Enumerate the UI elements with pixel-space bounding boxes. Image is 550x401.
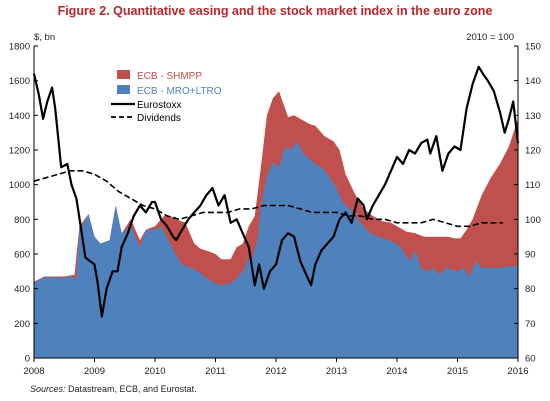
x-tick-label: 2011 <box>205 366 225 377</box>
chart-title: Figure 2. Quantitative easing and the st… <box>57 4 493 18</box>
y-left-tick-label: 1200 <box>9 146 30 157</box>
y-right-tick-label: 60 <box>525 354 536 365</box>
y-right-tick-label: 70 <box>525 319 536 330</box>
x-tick-label: 2012 <box>265 366 286 377</box>
line-layer <box>32 65 520 318</box>
series-line-eurostoxx <box>32 65 520 318</box>
y-left-tick-label: 1600 <box>9 76 30 87</box>
y-left-tick-label: 0 <box>25 354 30 365</box>
y-left-tick-label: 200 <box>14 319 30 330</box>
legend-swatch-mro-ltro <box>117 85 130 94</box>
series-line-dividends <box>33 170 503 228</box>
source-text: Datastream, ECB, and Eurostat. <box>65 384 197 394</box>
legend-label-shmpp: ECB - SHMPP <box>137 71 202 82</box>
legend-swatch-shmpp <box>117 70 130 79</box>
y-right-tick-label: 110 <box>525 180 540 191</box>
x-tick-label: 2015 <box>447 366 468 377</box>
y-left-unit-label: $, bn <box>34 32 55 43</box>
x-tick-label: 2013 <box>326 366 347 377</box>
source-prefix: Sources: <box>30 384 66 394</box>
y-left-tick-label: 400 <box>14 284 30 295</box>
y-left-tick-label: 600 <box>14 250 30 261</box>
source-note: Sources: Datastream, ECB, and Eurostat. <box>30 384 197 394</box>
area-layer <box>34 91 518 358</box>
y-right-tick-label: 140 <box>525 76 541 87</box>
y-right-tick-label: 130 <box>525 111 541 122</box>
y-right-tick-label: 80 <box>525 284 536 295</box>
y-right-unit-label: 2010 = 100 <box>466 32 514 43</box>
y-left-tick-label: 1400 <box>9 111 30 122</box>
x-tick-label: 2009 <box>84 366 105 377</box>
y-left-tick-label: 1800 <box>9 42 30 53</box>
y-left-tick-label: 800 <box>14 215 30 226</box>
y-right-tick-label: 100 <box>525 215 541 226</box>
series-area-mro-ltro <box>34 141 518 358</box>
x-tick-label: 2014 <box>386 366 407 377</box>
axes-layer: 0 200 400 600 800 1000 1200 1400 1600 1800 60 70 80 9… <box>9 42 541 378</box>
legend: ECB - SHMPP ECB - MRO+LTRO Eurostoxx Div… <box>111 70 222 124</box>
y-right-tick-label: 90 <box>525 250 536 261</box>
legend-label-eurostoxx: Eurostoxx <box>137 100 181 111</box>
y-right-tick-label: 150 <box>525 42 541 53</box>
legend-label-dividends: Dividends <box>137 113 181 124</box>
y-right-tick-label: 120 <box>525 146 541 157</box>
y-left-tick-label: 1000 <box>9 180 30 191</box>
x-tick-label: 2010 <box>144 366 165 377</box>
x-tick-label: 2008 <box>23 366 44 377</box>
legend-label-mro-ltro: ECB - MRO+LTRO <box>137 86 222 97</box>
x-tick-label: 2016 <box>507 366 528 377</box>
